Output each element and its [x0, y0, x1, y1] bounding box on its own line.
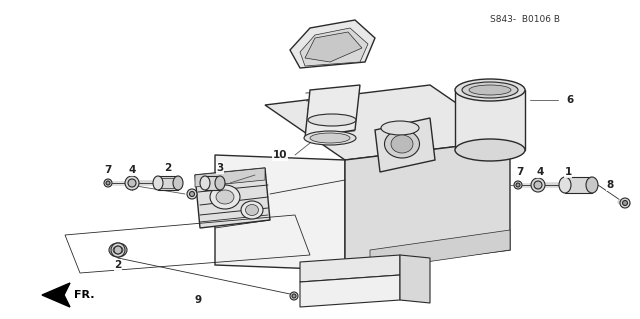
Circle shape — [514, 181, 522, 189]
Polygon shape — [195, 168, 265, 187]
Ellipse shape — [173, 176, 183, 190]
Polygon shape — [195, 168, 270, 228]
Ellipse shape — [308, 114, 356, 126]
Ellipse shape — [310, 133, 350, 143]
Text: 3: 3 — [216, 163, 223, 173]
Ellipse shape — [246, 204, 259, 216]
Ellipse shape — [559, 177, 571, 193]
Circle shape — [290, 292, 298, 300]
Polygon shape — [158, 176, 178, 190]
Polygon shape — [300, 28, 368, 66]
Circle shape — [104, 179, 112, 187]
Ellipse shape — [455, 79, 525, 101]
Text: 2: 2 — [164, 163, 172, 173]
Ellipse shape — [304, 131, 356, 145]
Circle shape — [189, 191, 195, 197]
Polygon shape — [370, 230, 510, 270]
Circle shape — [531, 178, 545, 192]
Text: 7: 7 — [104, 165, 112, 175]
Circle shape — [187, 189, 197, 199]
Polygon shape — [455, 90, 525, 150]
Text: 4: 4 — [128, 165, 136, 175]
Polygon shape — [42, 283, 70, 307]
Circle shape — [534, 181, 542, 189]
Ellipse shape — [113, 246, 123, 254]
Polygon shape — [215, 155, 345, 270]
Text: 6: 6 — [566, 95, 573, 105]
Polygon shape — [400, 255, 430, 303]
Ellipse shape — [385, 130, 419, 158]
Ellipse shape — [469, 85, 511, 95]
Ellipse shape — [153, 176, 163, 190]
Circle shape — [516, 183, 520, 187]
Ellipse shape — [216, 190, 234, 204]
Polygon shape — [305, 32, 362, 62]
Circle shape — [623, 201, 627, 205]
Ellipse shape — [586, 177, 598, 193]
Circle shape — [111, 243, 125, 257]
Circle shape — [292, 294, 296, 298]
Polygon shape — [300, 275, 400, 307]
Text: 10: 10 — [273, 150, 287, 160]
Text: 8: 8 — [606, 180, 614, 190]
Polygon shape — [300, 255, 400, 282]
Text: 9: 9 — [195, 295, 202, 305]
Circle shape — [620, 198, 630, 208]
Ellipse shape — [241, 201, 263, 219]
Text: 4: 4 — [536, 167, 544, 177]
Text: FR.: FR. — [74, 290, 95, 300]
Text: 2: 2 — [115, 260, 122, 270]
Polygon shape — [290, 20, 375, 68]
Ellipse shape — [109, 243, 127, 257]
Circle shape — [125, 176, 139, 190]
Ellipse shape — [462, 82, 518, 98]
Polygon shape — [205, 176, 220, 190]
Ellipse shape — [200, 176, 210, 190]
Ellipse shape — [381, 121, 419, 135]
Text: 1: 1 — [564, 167, 572, 177]
Ellipse shape — [215, 176, 225, 190]
Polygon shape — [345, 140, 510, 270]
Circle shape — [114, 246, 122, 254]
Text: S843-  B0106 B: S843- B0106 B — [490, 15, 560, 24]
Polygon shape — [265, 85, 510, 160]
Ellipse shape — [455, 139, 525, 161]
Polygon shape — [375, 118, 435, 172]
Text: 7: 7 — [516, 167, 524, 177]
Circle shape — [128, 179, 136, 187]
Polygon shape — [565, 177, 592, 193]
Polygon shape — [305, 85, 360, 138]
Ellipse shape — [210, 185, 240, 209]
Ellipse shape — [391, 135, 413, 153]
Circle shape — [106, 181, 110, 185]
